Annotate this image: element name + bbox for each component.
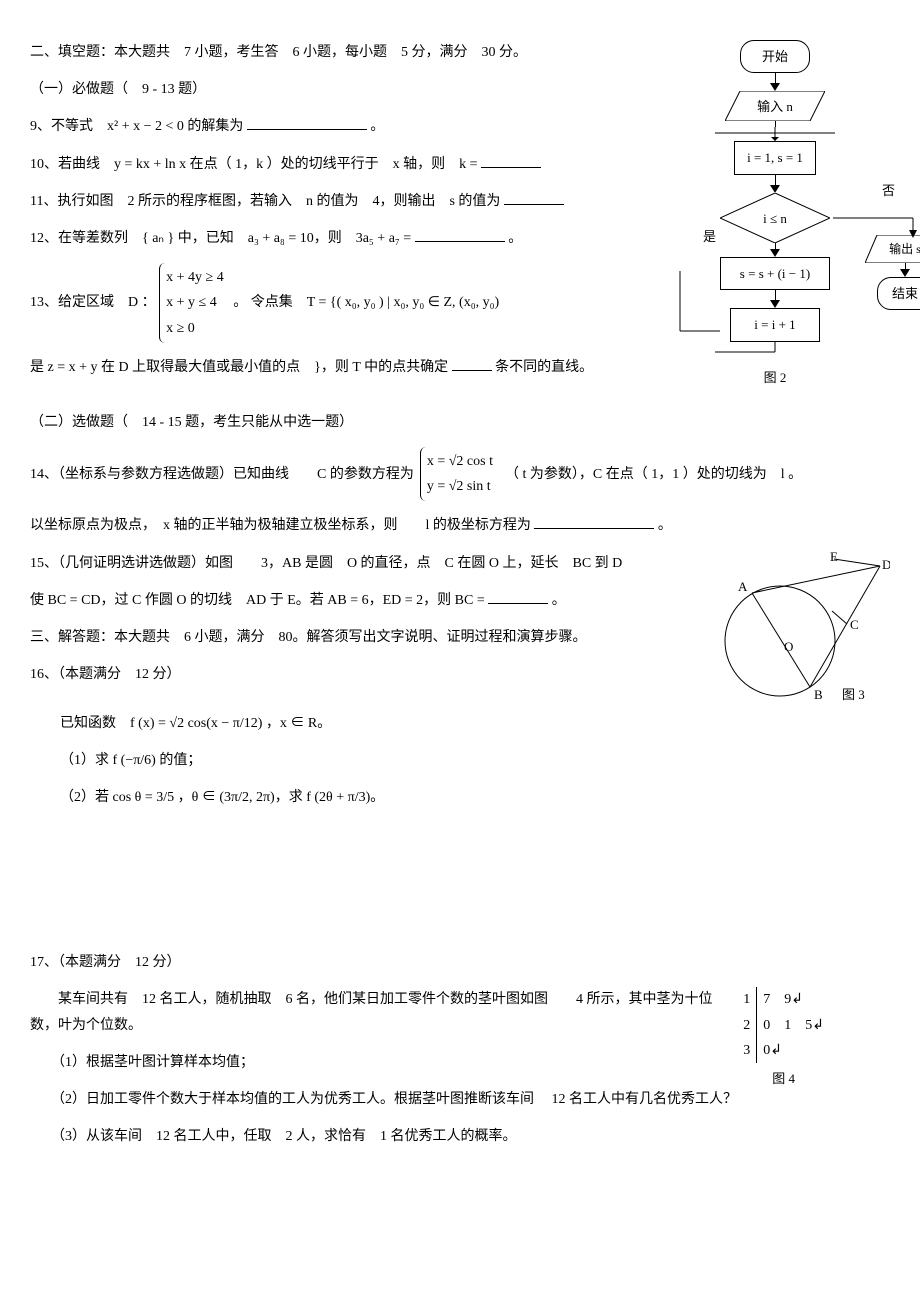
q13-prefix: 13、给定区域 D ：: [30, 290, 156, 315]
fig4-label: 图 4: [737, 1067, 830, 1090]
q9-period: 。: [370, 119, 384, 134]
fc-input: 输入 n: [725, 95, 825, 118]
q17-p2: （2）日加工零件个数大于样本均值的工人为优秀工人。根据茎叶图推断该车间 12 名…: [30, 1087, 890, 1112]
section-header: 二、填空题：本大题共 7 小题，考生答 6 小题，每小题 5 分，满分 30 分…: [30, 40, 640, 65]
blank: [452, 357, 492, 371]
question-9: 9、不等式 x² + x − 2 < 0 的解集为 。: [30, 114, 640, 139]
label-D: D: [882, 557, 890, 572]
blank-long: [415, 228, 505, 242]
q17-p2a: （2）日加工零件个数大于样本均值的工人为优秀工人。根据茎叶图推断该车间: [30, 1092, 548, 1107]
blank: [247, 116, 367, 130]
fig3-label: 图 3: [842, 687, 865, 702]
q13-sys3: x ≥ 0: [166, 316, 224, 341]
stem-leaf-plot: 17 9↲ 20 1 5↲ 30↲ 图 4: [737, 987, 830, 1090]
q13-suffix: 。 令点集 T = {( x₀, y₀ ) | x₀, y₀ ∈ Z, (x₀,…: [233, 290, 499, 315]
q13-line2a: 是 z = x + y 在 D 上取得最大值或最小值的点 }，则 T 中的点共确…: [30, 360, 448, 375]
sl-r3s: 3: [737, 1038, 757, 1063]
q11-text: 11、执行如图 2 所示的程序框图，若输入 n 的值为 4，则输出 s 的值为: [30, 194, 500, 209]
q14-sys1: x = √2 cos t: [427, 449, 493, 474]
question-17: 17、（本题满分 12 分） 17 9↲ 20 1 5↲ 30↲ 图 4 某车间…: [30, 950, 890, 1161]
fc-merge: [715, 127, 835, 141]
q14-period: 。: [658, 518, 672, 533]
q10-text: 10、若曲线 y = kx + ln x 在点（ 1，k ）处的切线平行于 x …: [30, 157, 478, 172]
q17-p3: （3）从该车间 12 名工人中，任取 2 人，求恰有 1 名优秀工人的概率。: [30, 1124, 890, 1149]
q13-system: x + 4y ≥ 4 x + y ≤ 4 x ≥ 0: [159, 263, 230, 343]
blank: [481, 154, 541, 168]
q15-period: 。: [552, 593, 566, 608]
q13-sys1: x + 4y ≥ 4: [166, 265, 224, 290]
q13-line2b: 条不同的直线。: [495, 360, 593, 375]
question-12: 12、在等差数列 { aₙ } 中，已知 a₃ + a₈ = 10，则 3a₅ …: [30, 226, 640, 251]
question-10: 10、若曲线 y = kx + ln x 在点（ 1，k ）处的切线平行于 x …: [30, 152, 640, 177]
fc-upd1: s = s + (i − 1): [720, 257, 830, 290]
fc-loop: [672, 271, 720, 441]
q17-p2b: 12 名工人中有几名优秀工人？: [552, 1092, 738, 1107]
fc-out: 输出 s: [865, 239, 920, 261]
blank: [488, 590, 548, 604]
q12-text: 12、在等差数列 { aₙ } 中，已知 a₃ + a₈ = 10，则 3a₅ …: [30, 231, 411, 246]
q14-c: 以坐标原点为极点， x 轴的正半轴为极轴建立极坐标系，则 l 的极坐标方程为: [30, 518, 531, 533]
q14-b: （ t 为参数），C 在点（ 1，1 ）处的切线为 l 。: [505, 462, 802, 487]
q15-l2-text: 使 BC = CD，过 C 作圆 O 的切线 AD 于 E。若 AB = 6，E…: [30, 593, 485, 608]
q14-a: 14、（坐标系与参数方程选做题）已知曲线 C 的参数方程为: [30, 462, 414, 487]
fc-upd2: i = i + 1: [730, 308, 820, 341]
question-13-line2: 是 z = x + y 在 D 上取得最大值或最小值的点 }，则 T 中的点共确…: [30, 355, 640, 380]
q16-p1: （1）求 f (−π/6) 的值；: [30, 748, 890, 773]
question-14-line2: 以坐标原点为极点， x 轴的正半轴为极轴建立极坐标系，则 l 的极坐标方程为 。: [30, 513, 890, 538]
fc-no: 否: [882, 179, 895, 202]
question-11: 11、执行如图 2 所示的程序框图，若输入 n 的值为 4，则输出 s 的值为: [30, 189, 640, 214]
sl-r1l: 7 9↲: [757, 987, 830, 1012]
sl-r2s: 2: [737, 1013, 757, 1038]
fc-cond: i ≤ n: [720, 207, 830, 230]
sl-r2l: 0 1 5↲: [757, 1013, 830, 1038]
blank: [504, 191, 564, 205]
fc-end: 结束: [877, 277, 920, 310]
label-C: C: [850, 617, 859, 632]
label-E: E: [830, 551, 838, 564]
blank: [534, 515, 654, 529]
sl-r1s: 1: [737, 987, 757, 1012]
subsection-2: （二）选做题（ 14 - 15 题，考生只能从中选一题）: [30, 410, 890, 435]
q17-head: 17、（本题满分 12 分）: [30, 950, 890, 975]
subsection-1: （一）必做题（ 9 - 13 题）: [30, 77, 640, 102]
label-B: B: [814, 687, 823, 702]
q14-sys2: y = √2 sin t: [427, 474, 493, 499]
flowchart: 开始 输入 n i = 1, s = 1 i ≤ n 否: [660, 40, 890, 362]
label-O: O: [784, 639, 793, 654]
fc-start: 开始: [740, 40, 810, 73]
q16-body: 已知函数 f (x) = √2 cos(x − π/12) ，x ∈ R。: [30, 711, 890, 736]
q16-p2: （2）若 cos θ = 3/5 ，θ ∈ (3π/2, 2π)，求 f (2θ…: [30, 785, 890, 810]
q14-system: x = √2 cos t y = √2 sin t: [420, 447, 499, 501]
fc-yes: 是: [703, 225, 716, 248]
sl-r3l: 0↲: [757, 1038, 830, 1063]
q12-period: 。: [508, 231, 522, 246]
geometry-figure: E D A C O B 图 3: [710, 551, 890, 711]
q13-sys2: x + y ≤ 4: [166, 290, 224, 315]
q9-text: 9、不等式 x² + x − 2 < 0 的解集为: [30, 119, 243, 134]
question-13: 13、给定区域 D ： x + 4y ≥ 4 x + y ≤ 4 x ≥ 0 。…: [30, 263, 640, 343]
fc-init: i = 1, s = 1: [734, 141, 816, 174]
label-A: A: [738, 579, 748, 594]
question-14: 14、（坐标系与参数方程选做题）已知曲线 C 的参数方程为 x = √2 cos…: [30, 447, 890, 501]
